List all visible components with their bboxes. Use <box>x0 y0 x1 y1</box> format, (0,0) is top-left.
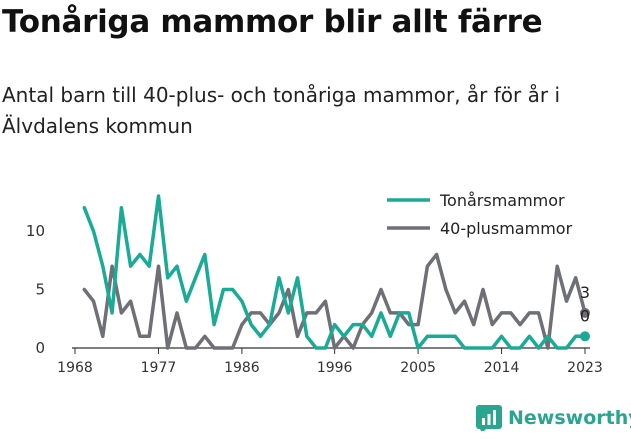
brand-name: Newsworthy <box>508 407 631 429</box>
newsworthy-chart-icon <box>476 405 502 431</box>
series-layer: 30 <box>82 194 590 350</box>
x-tick-label: 1986 <box>224 360 260 376</box>
legend-label-tonarsmammor: Tonårsmammor <box>439 191 565 210</box>
x-tick-label: 1996 <box>317 360 353 376</box>
x-tick-label: 2023 <box>567 360 603 376</box>
series-line-tonarsmammor <box>82 194 587 350</box>
x-tick-label: 2014 <box>484 360 520 376</box>
legend-label-40-plusmammor: 40-plusmammor <box>440 219 573 238</box>
axis-layer: 1968 1977 1986 1996 2005 2014 2023 0 5 10 <box>26 222 603 376</box>
x-tick-label: 2005 <box>400 360 436 376</box>
page-subtitle: Antal barn till 40-plus- och tonåriga ma… <box>2 83 561 138</box>
y-tick-label: 5 <box>35 281 45 299</box>
y-tick-label: 0 <box>35 339 45 357</box>
x-tick-label: 1968 <box>57 360 93 376</box>
newsworthy-logo: Newsworthy <box>476 405 631 431</box>
x-tick-label: 1977 <box>141 360 177 376</box>
end-label-tonarsmammor: 0 <box>580 306 590 325</box>
end-point-40-plusmammor <box>580 307 590 318</box>
page-title: Tonåriga mammor blir allt färre <box>2 4 543 40</box>
y-tick-label: 10 <box>26 222 45 240</box>
legend: Tonårsmammor 40-plusmammor <box>387 191 573 238</box>
end-point-tonarsmammor <box>580 331 590 342</box>
end-label-40-plusmammor: 3 <box>580 283 590 302</box>
series-line-40-plusmammor <box>82 252 587 350</box>
